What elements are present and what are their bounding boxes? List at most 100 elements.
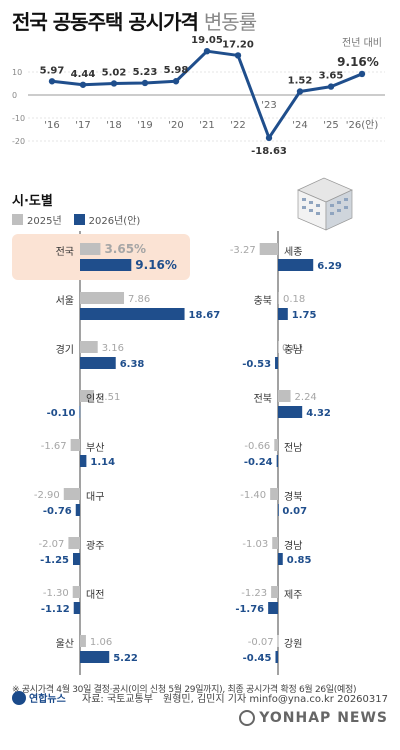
- region-label: 광주: [86, 540, 104, 552]
- data-point: [327, 83, 335, 90]
- data-point: [296, 88, 304, 95]
- value-label-2026: 6.38: [120, 359, 145, 370]
- value-label-2025: -2.90: [34, 490, 60, 501]
- data-point: [110, 80, 118, 87]
- value-label-2025: -1.40: [240, 490, 266, 501]
- bar-2026: [278, 504, 279, 516]
- bar-2025: [63, 488, 80, 500]
- section-title: 시·도별: [12, 194, 53, 209]
- value-label-2026: 4.32: [306, 408, 331, 419]
- x-tick-label: '16: [44, 120, 59, 131]
- value-label-2025: 0.18: [283, 294, 305, 305]
- x-tick-label: '26(안): [346, 119, 379, 131]
- bar-2025: [70, 439, 80, 451]
- source: 자료: 국토교통부: [82, 694, 153, 705]
- value-label-2026: -0.76: [43, 506, 72, 517]
- region-bar-chart: 3.65% 9.16% 전국 7.86 18.67 서울 3.16 6.38 경기 2.51 -0.…: [12, 231, 342, 675]
- bar-2026: [278, 406, 303, 418]
- title-light: 변동률: [203, 10, 257, 34]
- bar-2025: [72, 586, 80, 598]
- value-label-2025: -0.66: [244, 441, 270, 452]
- data-point: [141, 79, 149, 87]
- x-tick-label: '20: [168, 120, 183, 131]
- region-label: 인천: [86, 393, 104, 405]
- region-label: 세종: [284, 246, 302, 258]
- region-label: 제주: [284, 589, 302, 601]
- watermark-text: YONHAP NEWS: [259, 710, 388, 726]
- region-label: 경북: [284, 490, 302, 503]
- bar-2025: [68, 537, 80, 549]
- bar-2026: [80, 308, 185, 320]
- building-icon: [297, 177, 353, 231]
- y-tick-label: 0: [12, 91, 17, 100]
- value-label-2025: -1.30: [43, 588, 69, 599]
- value-label-2025: 2.51: [98, 392, 120, 403]
- value-label-2025: 2.24: [295, 392, 317, 403]
- logo-text: 연합뉴스: [29, 694, 66, 705]
- value-label-2025: -3.27: [230, 245, 256, 256]
- region-label: 부산: [86, 442, 104, 454]
- region-label: 울산: [56, 638, 74, 650]
- value-label-2025: -0.07: [248, 637, 274, 648]
- bar-2026: [73, 553, 80, 565]
- yonhap-logo: 연합뉴스: [12, 690, 66, 705]
- x-tick-label: '24: [292, 120, 307, 131]
- bar-2025: [80, 292, 125, 304]
- data-label: 5.97: [40, 65, 65, 76]
- value-label-2025: -1.67: [41, 441, 67, 452]
- title-bold: 전국 공동주택 공시가격: [12, 10, 199, 34]
- value-label-2026: -0.24: [244, 457, 273, 468]
- y-tick-label: 10: [12, 68, 22, 77]
- value-label-2026: 5.22: [113, 653, 138, 664]
- bar-2025: [80, 390, 95, 402]
- data-point: [203, 47, 211, 55]
- data-label: 3.65: [319, 71, 344, 82]
- bar-2026: [278, 553, 283, 565]
- footer-note: ※ 공시가격 4월 30일 결정·공시(이의 신청 5월 29일까지), 최종 …: [12, 685, 357, 695]
- value-label-2026: -1.25: [40, 555, 69, 566]
- bar-2026: [278, 259, 314, 271]
- data-point: [48, 78, 56, 85]
- bar-2026: [268, 602, 278, 614]
- x-tick-label: '23: [261, 100, 276, 111]
- data-label: 19.05: [191, 35, 223, 46]
- bar-2026: [75, 504, 80, 516]
- region-label: 강원: [284, 638, 302, 650]
- data-point: [79, 81, 87, 88]
- bar-2025: [80, 341, 98, 353]
- bar-2025: [259, 243, 278, 255]
- value-label-2025: 1.06: [90, 637, 112, 648]
- x-tick-label: '17: [75, 120, 90, 131]
- value-label-2026: -1.76: [235, 604, 264, 615]
- y-tick-label: -10: [12, 114, 25, 123]
- data-label: 4.44: [71, 69, 96, 80]
- legend-2025-swatch: [12, 214, 23, 225]
- data-point: [234, 52, 242, 59]
- bar-2026: [80, 259, 132, 271]
- bar-2026: [79, 406, 81, 418]
- region-label: 경기: [56, 343, 74, 356]
- bar-2025: [80, 243, 101, 255]
- x-tick-label: '18: [106, 120, 121, 131]
- bar-2026: [278, 308, 288, 320]
- bar-2026: [80, 455, 87, 467]
- value-label-2026: -0.53: [242, 359, 271, 370]
- x-tick-label: '21: [199, 120, 214, 131]
- region-label: 충북: [254, 295, 272, 307]
- value-label-2025: -2.07: [39, 539, 65, 550]
- value-label-2025: 3.16: [102, 343, 124, 354]
- bar-2026: [73, 602, 80, 614]
- unit-note: 전년 대비: [342, 38, 382, 49]
- region-label: 대전: [86, 589, 104, 601]
- bar-2025: [80, 635, 86, 647]
- bar-2026: [275, 651, 278, 663]
- value-label-2026: 1.14: [90, 457, 115, 468]
- bar-2026: [80, 651, 110, 663]
- data-point: [265, 134, 273, 142]
- region-label: 전국: [56, 246, 74, 258]
- x-tick-label: '19: [137, 120, 152, 131]
- y-tick-label: -20: [12, 137, 25, 146]
- value-label-2026: -1.12: [41, 604, 70, 615]
- value-label-2025: -1.03: [242, 539, 268, 550]
- value-label-2026: 9.16%: [135, 258, 177, 272]
